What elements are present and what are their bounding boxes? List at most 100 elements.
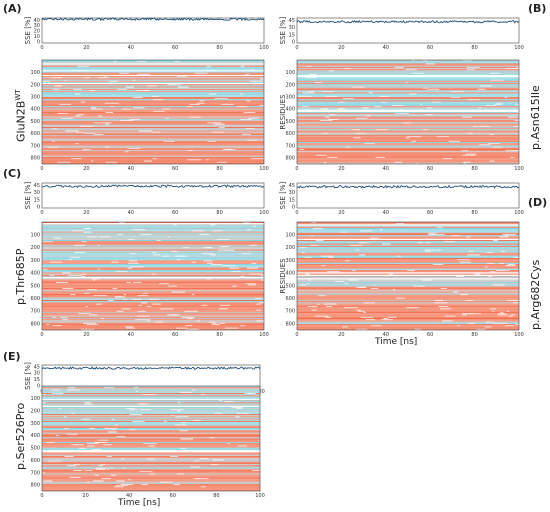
ss-band: [42, 421, 260, 422]
heatmap-x-tick-label: 100: [259, 166, 269, 172]
ss-band: [42, 402, 260, 404]
ss-band: [42, 159, 264, 161]
ss-band: [42, 395, 260, 397]
ss-band: [42, 442, 260, 443]
sse-x-tick-label: 80: [216, 210, 222, 216]
ss-band: [42, 314, 264, 316]
ss-band: [297, 90, 519, 92]
ss-band: [42, 481, 260, 483]
ss-band: [42, 291, 264, 293]
heatmap-x-tick-label: 60: [172, 332, 178, 338]
ss-band: [42, 457, 260, 459]
ss-band: [42, 429, 260, 431]
ss-band: [297, 266, 519, 268]
ss-band: [297, 103, 519, 105]
ss-band: [297, 87, 519, 89]
ss-band: [42, 238, 264, 240]
ss-band: [297, 107, 519, 109]
ss-band: [42, 237, 264, 239]
ss-band: [297, 327, 519, 329]
ss-band: [42, 401, 260, 403]
sse-y-tick-label: 45: [289, 183, 295, 189]
ss-band: [297, 314, 519, 316]
ss-band: [42, 302, 264, 304]
ss-band: [42, 66, 264, 68]
sse-y-tick-label: 45: [289, 18, 295, 24]
ss-band: [297, 230, 519, 232]
sse-x-tick-label: 100: [514, 45, 524, 51]
heatmap-x-tick-label: 80: [216, 332, 222, 338]
sse-series-line: [41, 366, 261, 371]
ss-band: [42, 283, 264, 285]
ss-band: [297, 320, 519, 322]
ss-band: [42, 94, 264, 96]
ss-band: [42, 316, 264, 318]
ss-band: [42, 152, 264, 154]
ss-band: [42, 160, 264, 162]
ss-band: [42, 466, 260, 468]
ss-band: [297, 142, 519, 144]
ss-band: [297, 312, 519, 314]
ss-band: [42, 61, 264, 63]
heatmap-frame: [296, 59, 520, 165]
ss-band: [42, 411, 260, 413]
ss-band: [297, 152, 519, 154]
ss-band: [42, 114, 264, 116]
sse-x-tick-label: 80: [216, 45, 222, 51]
ss-band: [297, 61, 519, 63]
ss-band: [42, 235, 264, 237]
ss-band: [42, 225, 264, 227]
ss-band: [42, 136, 264, 138]
ss-band: [297, 88, 519, 90]
ss-band: [297, 243, 519, 245]
ss-band: [42, 321, 264, 323]
ss-band: [297, 318, 519, 320]
ss-band: [297, 108, 519, 110]
heatmap-x-tick-label: 80: [471, 332, 477, 338]
ss-band: [297, 256, 519, 258]
ss-band: [42, 154, 264, 156]
ss-band: [42, 307, 264, 309]
ss-band: [42, 68, 264, 70]
ss-band: [297, 315, 519, 317]
ss-band: [297, 222, 519, 224]
ss-band: [42, 325, 264, 327]
ss-band: [297, 267, 519, 269]
ss-band: [42, 249, 264, 251]
ss-band: [42, 292, 264, 294]
ss-band: [42, 260, 264, 262]
ss-band: [297, 157, 519, 159]
ss-band: [42, 488, 260, 490]
residue-y-tick-label: 100: [30, 396, 40, 402]
ss-band: [297, 100, 519, 102]
sse-x-tick-label: 60: [172, 45, 178, 51]
ss-band: [42, 253, 264, 255]
ss-band: [297, 123, 519, 125]
heatmap-x-tick-label: 100: [259, 332, 269, 338]
sse-y-tick-label: 30: [289, 25, 295, 31]
ss-band: [42, 407, 260, 408]
ss-band: [297, 93, 519, 95]
sse-y-tick-label: 0: [37, 40, 40, 46]
ss-band: [297, 151, 519, 153]
ss-band: [42, 96, 264, 98]
ss-band: [297, 284, 519, 286]
ss-band: [297, 145, 519, 147]
ss-band: [297, 140, 519, 142]
panel-letter-d: (D): [528, 196, 548, 209]
heatmap-x-tick-label: 60: [172, 166, 178, 172]
ss-band: [297, 241, 519, 243]
ss-band: [42, 243, 264, 245]
sse-x-tick-label: 20: [83, 45, 89, 51]
ss-band: [297, 296, 519, 298]
ss-band: [297, 309, 519, 311]
ss-band: [297, 328, 519, 330]
sse-plot-frame: [296, 17, 520, 44]
ss-band: [42, 452, 260, 454]
ss-band: [42, 79, 264, 81]
ss-band: [42, 484, 260, 485]
residue-y-tick-label: 700: [285, 143, 295, 149]
residue-y-tick-label: 500: [285, 283, 295, 289]
